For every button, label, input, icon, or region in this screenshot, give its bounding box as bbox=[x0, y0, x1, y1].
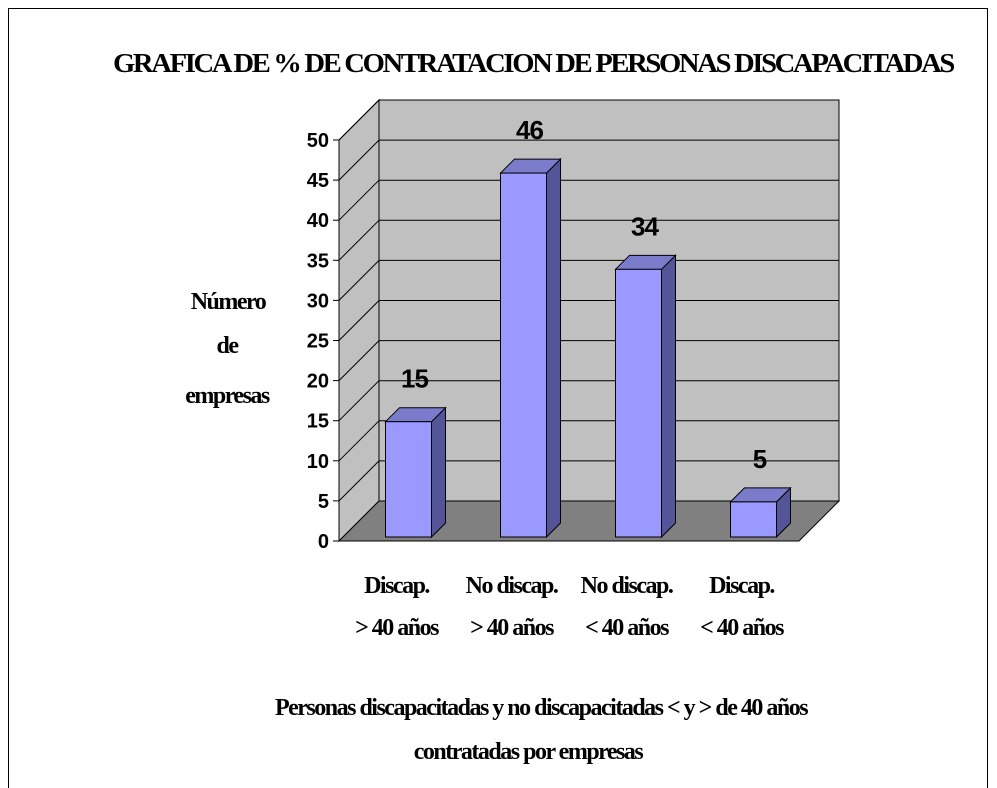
gridline-side bbox=[338, 380, 380, 422]
bar bbox=[384, 406, 447, 539]
category-label-line1: Discap. bbox=[709, 573, 774, 599]
bar-chart: GRAFICA DE % DE CONTRATACION DE PERSONAS… bbox=[113, 48, 956, 765]
x-axis-label-line2: contratadas por empresas bbox=[414, 739, 644, 765]
category-label-line1: No discap. bbox=[466, 573, 558, 599]
gridlines bbox=[338, 99, 839, 502]
chart-title: GRAFICA DE % DE CONTRATACION DE PERSONAS… bbox=[113, 48, 954, 78]
y-axis-label-line3: empresas bbox=[185, 383, 270, 409]
y-tick-label: 15 bbox=[307, 411, 329, 433]
gridline-side bbox=[338, 340, 380, 381]
category-label-line2: < 40 años bbox=[585, 615, 669, 641]
category-label-line2: < 40 años bbox=[700, 615, 784, 641]
bar bbox=[499, 157, 562, 539]
category-label-line1: Discap. bbox=[364, 573, 429, 599]
bar bbox=[614, 254, 677, 539]
y-tick-labels: 0 5 10 15 20 25 30 35 40 45 50 bbox=[307, 130, 329, 553]
y-axis bbox=[333, 139, 799, 542]
gridline-side bbox=[338, 260, 380, 301]
bar-front bbox=[385, 421, 432, 538]
y-tick-label: 0 bbox=[318, 531, 329, 553]
gridline-side bbox=[338, 139, 380, 181]
bar-front bbox=[615, 268, 662, 538]
bar-side bbox=[546, 157, 561, 539]
y-tick-label: 45 bbox=[307, 170, 329, 192]
gridline-side bbox=[338, 99, 380, 141]
category-label-line2: > 40 años bbox=[355, 615, 439, 641]
y-tick-label: 35 bbox=[307, 250, 329, 272]
y-tick-label: 5 bbox=[318, 491, 329, 513]
category-labels: Discap. > 40 años No discap. > 40 años No di… bbox=[355, 573, 786, 641]
y-tick-label: 10 bbox=[307, 451, 329, 473]
y-tick-label: 20 bbox=[307, 371, 329, 393]
bar-front bbox=[500, 172, 547, 538]
bar-side bbox=[661, 254, 676, 539]
bars bbox=[384, 157, 792, 539]
gridline-side bbox=[338, 179, 380, 221]
y-tick-label: 50 bbox=[307, 130, 329, 152]
data-label: 5 bbox=[753, 444, 767, 474]
gridline-side bbox=[338, 300, 380, 341]
gridline-side bbox=[338, 460, 380, 502]
y-axis-label-line2: de bbox=[217, 333, 240, 359]
y-tick-label: 40 bbox=[307, 210, 329, 232]
data-labels: 15 46 34 5 bbox=[401, 115, 768, 474]
gridline-side bbox=[338, 420, 380, 462]
gridline-side bbox=[338, 219, 380, 261]
x-axis-label-line1: Personas discapacitadas y no discapacita… bbox=[275, 695, 808, 721]
category-label-line1: No discap. bbox=[581, 573, 673, 599]
bar-front bbox=[730, 501, 777, 538]
category-label-line2: > 40 años bbox=[470, 615, 554, 641]
y-tick-label: 30 bbox=[307, 290, 329, 312]
data-label: 15 bbox=[401, 364, 428, 394]
data-label: 46 bbox=[516, 115, 543, 145]
chart-frame: GRAFICA DE % DE CONTRATACION DE PERSONAS… bbox=[8, 8, 988, 788]
data-label: 34 bbox=[631, 211, 659, 241]
bar-side bbox=[431, 406, 446, 539]
y-tick-label: 25 bbox=[307, 331, 329, 353]
y-axis-label-line1: Número bbox=[191, 289, 267, 315]
bar bbox=[729, 486, 792, 539]
